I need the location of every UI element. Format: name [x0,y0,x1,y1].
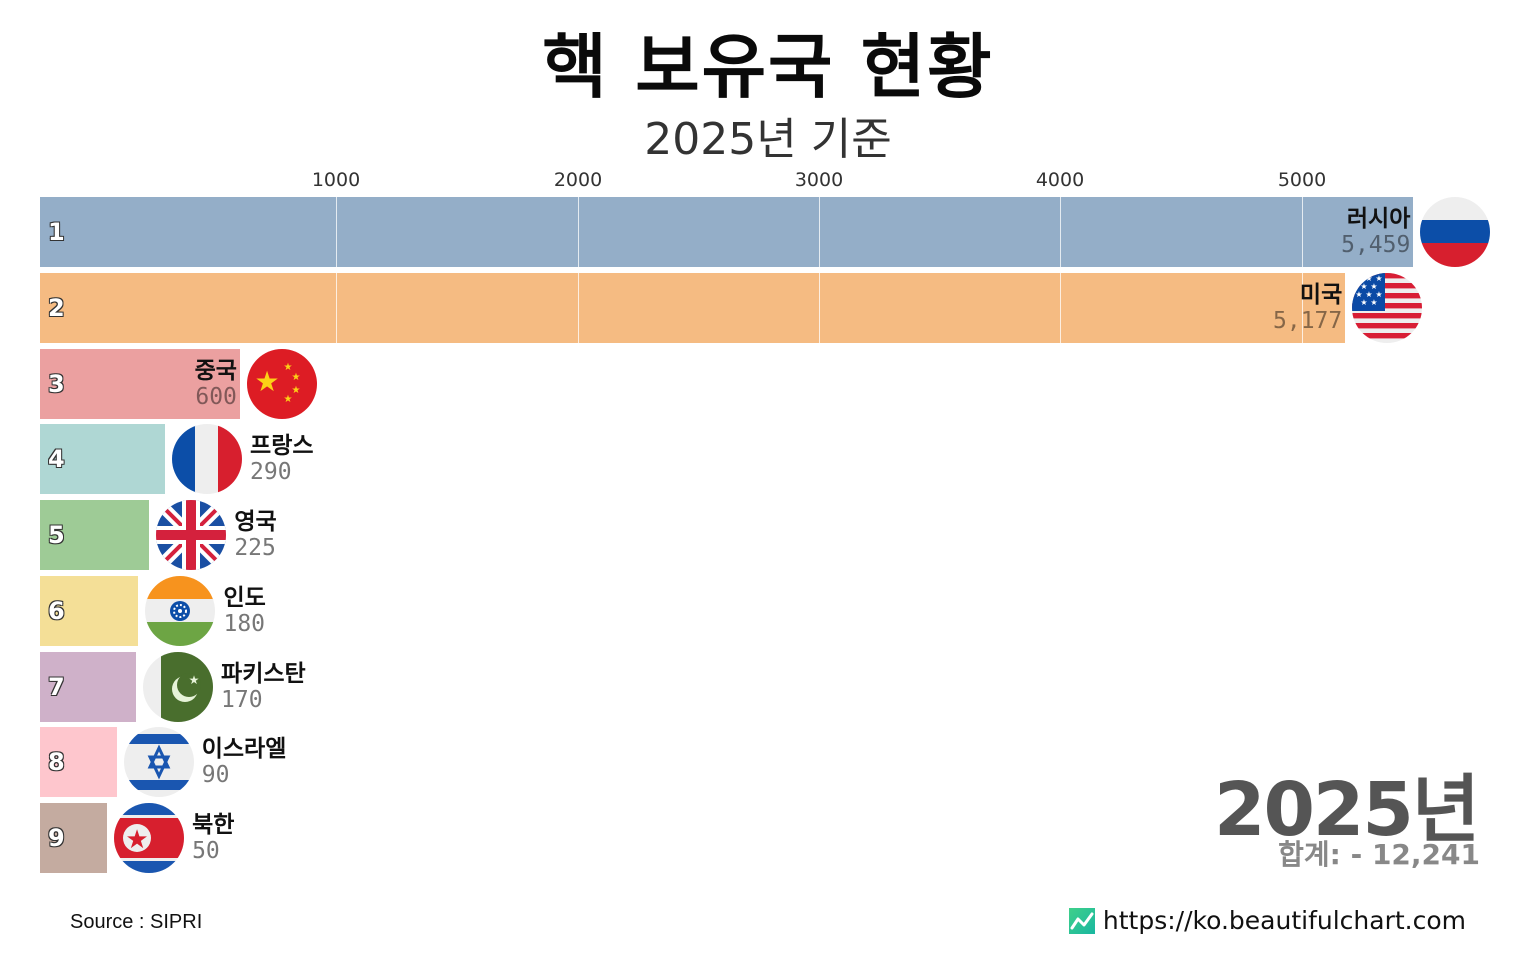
svg-text:★: ★ [125,825,148,855]
country-name: 북한 [192,812,235,838]
gridline [819,197,820,343]
bar-label: 인도 180 [223,585,265,637]
bar-usa [40,272,1346,343]
bar-label: 러시아 5,459 [1341,206,1410,258]
flag-israel-icon [123,727,194,798]
country-name: 프랑스 [250,433,314,460]
source-label: Source : SIPRI [70,911,203,933]
flag-russia-icon [1420,197,1491,267]
warhead-count: 170 [221,686,263,713]
svg-text:★: ★ [291,385,300,396]
gridline [336,197,337,343]
bar-label: 영국 225 [234,509,276,561]
bar-label: 프랑스 290 [250,433,313,485]
warhead-count: 5,177 [1273,307,1343,334]
bar-china [40,348,240,419]
bar-pakistan [40,651,137,722]
country-name: 중국 [194,357,237,384]
flag-france-icon [172,424,243,495]
country-name: 파키스탄 [221,660,306,687]
flag-india-icon [145,575,216,646]
bar-label: 이스라엘 90 [202,736,287,788]
gridline [1060,197,1061,343]
svg-text:★: ★ [1371,282,1378,291]
warhead-count: 225 [234,535,276,561]
warhead-count: 600 [195,383,237,410]
bar-israel [40,727,117,798]
chart-title: 핵 보유국 현황 [542,26,994,108]
flag-china-icon: ★ ★ ★ ★ ★ [246,348,317,419]
country-name: 이스라엘 [201,736,287,763]
total-indicator: 합계: - 12,241 [1278,838,1480,871]
svg-text:★: ★ [254,365,279,398]
bar-france [40,424,166,495]
bar-india [40,575,139,646]
svg-text:★: ★ [1356,274,1363,283]
rank-label: 3 [48,369,65,398]
svg-text:★: ★ [1366,274,1373,283]
chart-subtitle: 2025년 기준 [644,114,892,165]
svg-text:★: ★ [1376,290,1383,299]
svg-text:★: ★ [283,394,292,405]
warhead-count: 290 [250,459,292,486]
rank-label: 6 [48,596,65,625]
bar-label: 파키스탄 170 [221,661,306,713]
year-indicator: 2025년 [1213,767,1480,853]
bar-north-korea [40,803,108,873]
rank-label: 8 [48,748,65,777]
bar-russia [40,197,1414,267]
bar-label: 북한 50 [192,812,234,864]
svg-text:★: ★ [1356,290,1363,299]
x-axis-tick-label: 2000 [553,169,603,191]
rank-label: 2 [48,293,65,322]
flag-north-korea-icon: ★ [114,803,185,873]
rank-label: 4 [48,445,65,474]
flag-usa-icon: ★ ★ ★ ★ ★ ★ ★ ★ ★ ★ [1352,272,1423,343]
credit-url[interactable]: https://ko.beautifulchart.com [1102,906,1466,935]
credit-link[interactable]: https://ko.beautifulchart.com [1068,904,1466,938]
x-axis-tick-label: 4000 [1035,169,1085,191]
warhead-count: 90 [201,762,230,789]
rank-label: 7 [48,672,65,701]
svg-text:★: ★ [1361,282,1368,291]
rank-label: 9 [48,824,65,852]
x-axis-tick-label: 1000 [311,169,361,191]
x-axis-tick-label: 5000 [1277,169,1327,191]
rank-label: 1 [48,218,65,246]
country-name: 미국 [1299,281,1343,308]
gridline [1302,197,1303,343]
bar-uk [40,500,150,570]
flag-uk-icon [156,500,227,570]
warhead-count: 180 [223,610,266,637]
svg-text:★: ★ [1361,298,1368,307]
country-name: 러시아 [1346,206,1411,232]
flag-pakistan-icon: ★ [143,651,214,722]
gridline [578,197,579,343]
bar-label: 미국 5,177 [1273,282,1342,334]
warhead-count: 5,459 [1341,232,1411,258]
svg-text:★: ★ [189,673,200,687]
svg-text:★: ★ [1371,298,1378,307]
svg-text:★: ★ [291,372,300,383]
chart-logo-icon [1068,908,1095,934]
x-axis-tick-label: 3000 [794,169,844,191]
country-name: 인도 [223,584,266,611]
svg-text:★: ★ [283,362,292,373]
svg-text:★: ★ [1366,290,1373,299]
bar-label: 중국 600 [195,358,237,410]
warhead-count: 50 [192,838,220,864]
rank-label: 5 [48,521,65,549]
svg-text:★: ★ [1376,274,1383,283]
country-name: 영국 [234,509,277,535]
